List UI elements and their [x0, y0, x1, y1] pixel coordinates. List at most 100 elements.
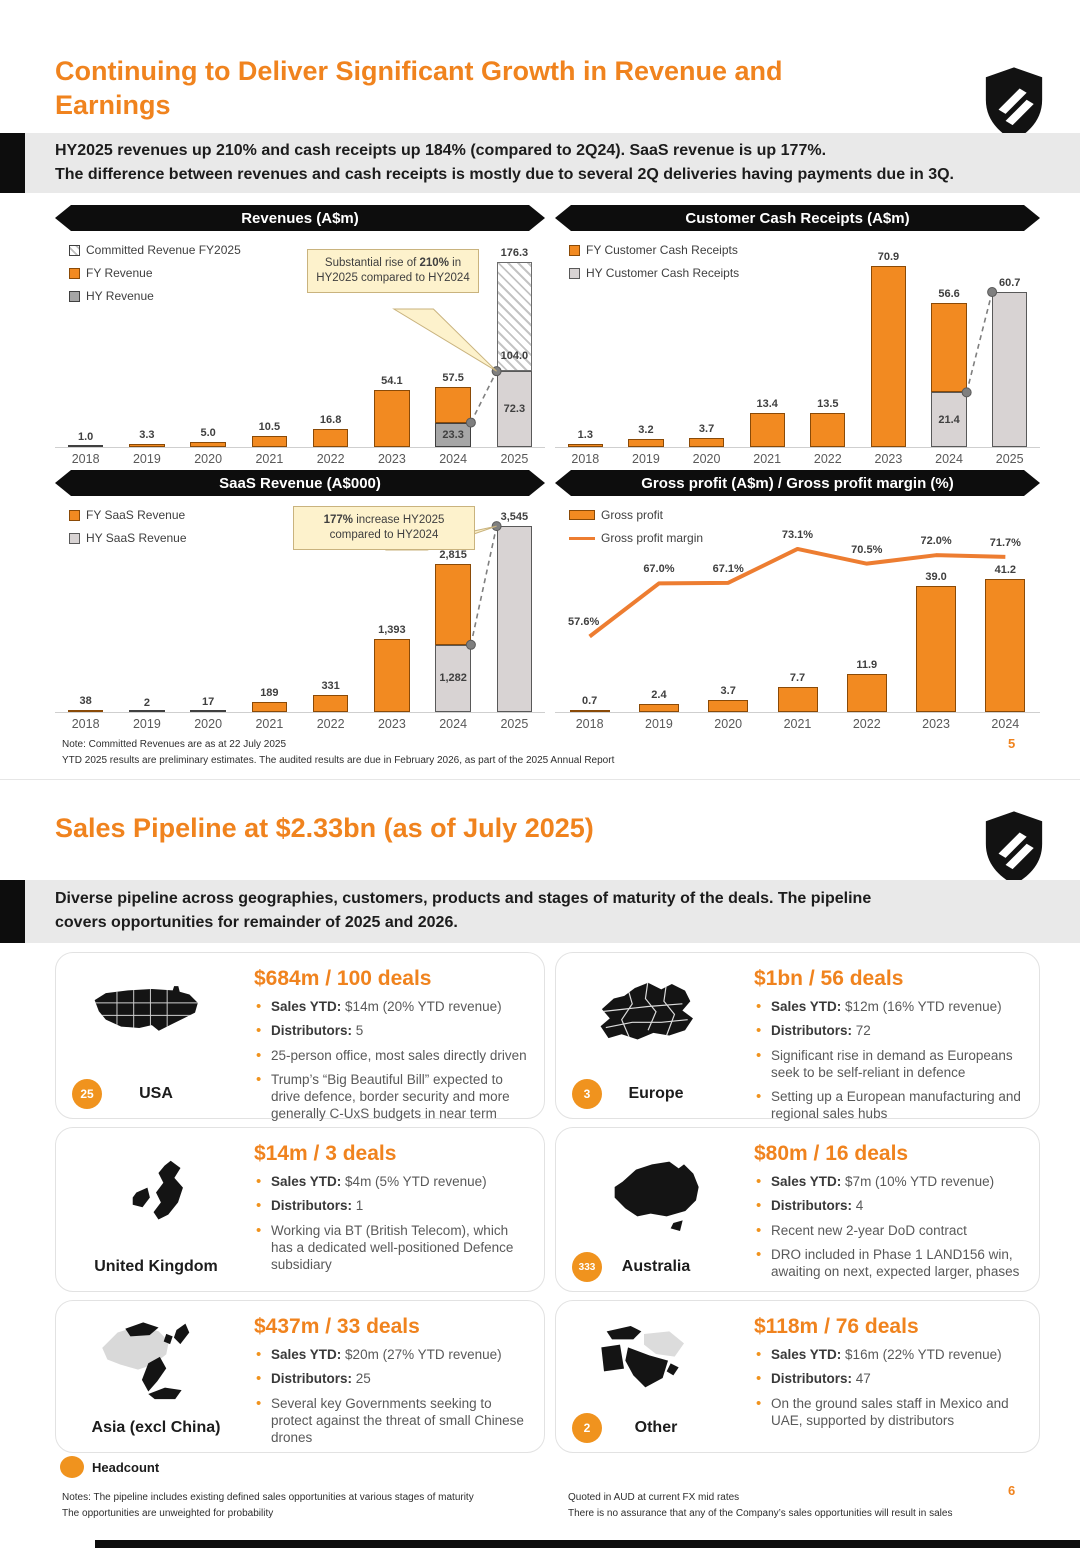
company-shield-logo-icon — [985, 67, 1043, 141]
callout: Substantial rise of 210% in HY2025 compa… — [307, 249, 479, 293]
chart-legend: Gross profit Gross profit margin — [569, 508, 703, 545]
slide1-subtitle-band: HY2025 revenues up 210% and cash receipt… — [0, 133, 1080, 193]
x-axis: 2018 2019 2020 2021 2022 2023 2024 2025 — [55, 447, 545, 470]
region-card-usa: 25 USA $684m / 100 deals Sales YTD: $14m (2… — [55, 952, 545, 1121]
accent-block — [0, 133, 25, 193]
bar-top-label: 176.3 — [500, 247, 529, 260]
bar-segment — [435, 564, 471, 645]
chart-banner: Revenues (A$m) — [55, 205, 545, 231]
chart-plot: Committed Revenue FY2025 FY Revenue HY Rev… — [55, 235, 545, 447]
region-details: $437m / 33 deals Sales YTD: $20m (27% YTD… — [242, 1311, 528, 1446]
bar-segment: 1,282 — [435, 644, 471, 712]
chart-title: SaaS Revenue (A$000) — [219, 474, 381, 492]
region-card-australia: 333 Australia $80m / 16 deals Sales YTD: $7… — [555, 1127, 1040, 1292]
region-card-uk: United Kingdom $14m / 3 deals Sales YTD: $… — [55, 1127, 545, 1292]
x-axis: 2018 2019 2020 2021 2022 2023 2024 2025 — [55, 712, 545, 735]
bar-top-label: 3.3 — [139, 428, 155, 441]
bar-segment — [628, 438, 664, 447]
bar-segment — [190, 441, 226, 447]
bar-top-label: 70.9 — [877, 251, 900, 264]
region-bullet: Recent new 2-year DoD contract — [754, 1221, 1023, 1240]
x-axis-label: 2022 — [316, 717, 345, 731]
region-headline: $118m / 76 deals — [754, 1315, 919, 1338]
region-bullet: Sales YTD: $4m (5% YTD revenue) — [254, 1172, 528, 1191]
bar-segment — [749, 412, 785, 447]
region-details: $118m / 76 deals Sales YTD: $16m (22% YTD… — [742, 1311, 1023, 1444]
region-details: $1bn / 56 deals Sales YTD: $12m (16% YTD … — [742, 963, 1023, 1121]
margin-line-label: 71.7% — [989, 536, 1021, 549]
legend-item: Committed Revenue FY2025 — [69, 243, 241, 257]
region-details: $14m / 3 deals Sales YTD: $4m (5% YTD rev… — [242, 1138, 528, 1283]
bar-top-label: 2,815 — [439, 549, 467, 562]
x-axis-label: 2019 — [132, 717, 161, 731]
slide2-subtitle-line2: covers opportunities for remainder of 20… — [55, 914, 458, 931]
x-axis-label: 2022 — [316, 452, 345, 466]
legend-item: FY SaaS Revenue — [69, 508, 187, 522]
region-bullet: Distributors: 1 — [254, 1196, 528, 1215]
region-bullet: Distributors: 25 — [254, 1369, 528, 1388]
bar-top-label: 3,545 — [500, 511, 529, 524]
x-axis-label: 2024 — [991, 717, 1020, 731]
slide1-subtitle-line1: HY2025 revenues up 210% and cash receipt… — [55, 142, 827, 159]
chart-revenues: Revenues (A$m) Committed Revenue FY2025 FY… — [55, 205, 545, 470]
region-left-column: United Kingdom — [70, 1138, 242, 1283]
x-axis-label: 2020 — [194, 717, 223, 731]
bar-top-label: 60.7 — [998, 277, 1021, 290]
bar-top-label: 17 — [202, 696, 215, 709]
middle-east-map-icon — [601, 1325, 684, 1387]
region-bullet: Distributors: 5 — [254, 1021, 528, 1040]
x-axis-label: 2019 — [645, 717, 673, 731]
bar-segment — [129, 443, 165, 447]
bar-segment — [708, 700, 749, 712]
slide2-subtitle-line1: Diverse pipeline across geographies, cus… — [55, 890, 872, 907]
chart-banner: SaaS Revenue (A$000) — [55, 470, 545, 496]
region-bullet: Sales YTD: $12m (16% YTD revenue) — [754, 997, 1023, 1016]
region-left-column: 2 Other — [570, 1311, 742, 1444]
note-line: The opportunities are unweighted for pro… — [62, 1508, 274, 1519]
legend-swatch-icon — [69, 267, 80, 279]
chart-gross-profit: Gross profit (A$m) / Gross profit margin… — [555, 470, 1040, 735]
bar-segment-label: 72.3 — [503, 403, 526, 416]
region-bullet-list: Sales YTD: $7m (10% YTD revenue) Distribu… — [754, 1172, 1023, 1281]
legend-label: Committed Revenue FY2025 — [86, 243, 241, 257]
legend-label: HY Revenue — [86, 289, 154, 303]
chart-plot: FY SaaS Revenue HY SaaS Revenue 38 2 17 189 33… — [55, 500, 545, 712]
bar-top-label: 331 — [321, 679, 340, 692]
slide2-subtitle-band: Diverse pipeline across geographies, cus… — [0, 880, 1080, 943]
region-bullet: DRO included in Phase 1 LAND156 win, awa… — [754, 1245, 1023, 1281]
x-axis-label: 2025 — [500, 717, 529, 731]
region-bullet-list: Sales YTD: $20m (27% YTD revenue) Distrib… — [254, 1345, 528, 1446]
x-axis-label: 2022 — [813, 452, 842, 466]
bar-segment — [810, 412, 846, 447]
headcount-badge: 333 — [572, 1252, 602, 1282]
region-headline: $14m / 3 deals — [254, 1142, 397, 1165]
legend-label: HY SaaS Revenue — [86, 531, 187, 545]
x-axis-label: 2023 — [377, 717, 406, 731]
region-name: USA — [139, 1085, 173, 1102]
bar-segment — [312, 694, 349, 712]
legend-swatch-icon — [569, 267, 580, 279]
region-left-column: Asia (excl China) — [70, 1311, 242, 1444]
region-headline: $684m / 100 deals — [254, 967, 432, 990]
bar-segment: 104.0 — [496, 262, 533, 372]
legend-swatch-icon — [569, 244, 580, 256]
slide2-notes-right: Quoted in AUD at current FX mid rates Th… — [568, 1490, 952, 1522]
bar-segment — [931, 302, 967, 393]
legend-item: HY SaaS Revenue — [69, 531, 187, 545]
x-axis-label: 2020 — [714, 717, 743, 731]
bar-top-label: 5.0 — [200, 426, 216, 439]
bar-top-label: 54.1 — [381, 375, 403, 388]
bar-top-label: 38 — [79, 695, 92, 708]
x-axis-label: 2022 — [852, 717, 881, 731]
legend-label: FY Customer Cash Receipts — [586, 243, 738, 257]
x-axis-label: 2021 — [255, 452, 284, 466]
x-axis-label: 2018 — [571, 452, 600, 466]
region-bullet: Sales YTD: $7m (10% YTD revenue) — [754, 1172, 1023, 1191]
bar-segment — [569, 709, 610, 712]
region-name: United Kingdom — [94, 1258, 218, 1275]
legend-item: Gross profit margin — [569, 531, 703, 545]
x-axis-label: 2018 — [71, 717, 100, 731]
legend-swatch-icon — [69, 532, 80, 544]
bar-segment — [985, 578, 1026, 712]
